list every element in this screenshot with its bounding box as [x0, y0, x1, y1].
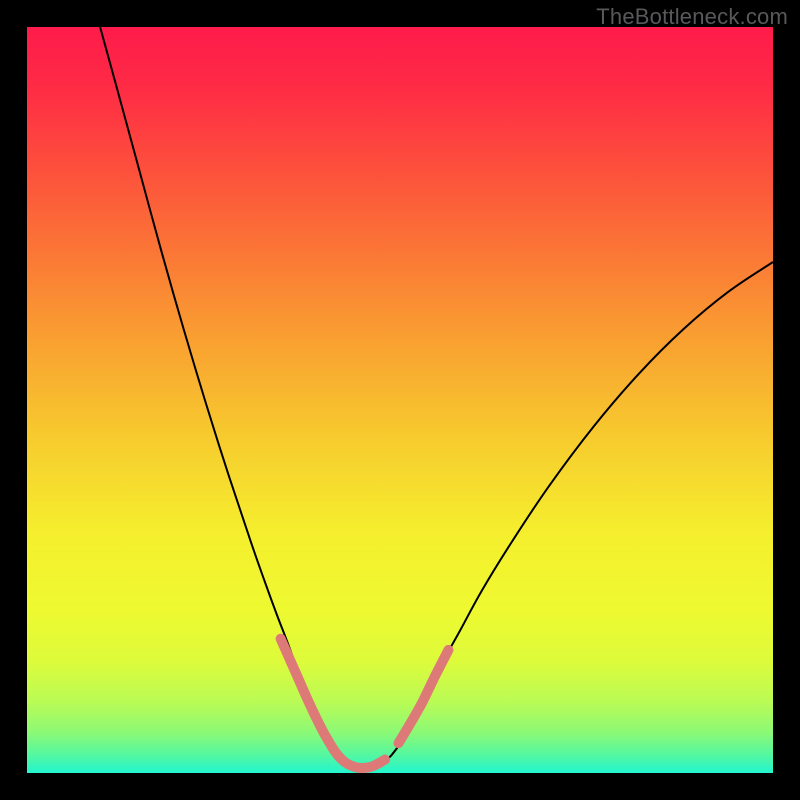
plot-background: [27, 27, 773, 773]
plot-svg: [27, 27, 773, 773]
watermark-text: TheBottleneck.com: [596, 4, 788, 30]
chart-frame: TheBottleneck.com: [0, 0, 800, 800]
